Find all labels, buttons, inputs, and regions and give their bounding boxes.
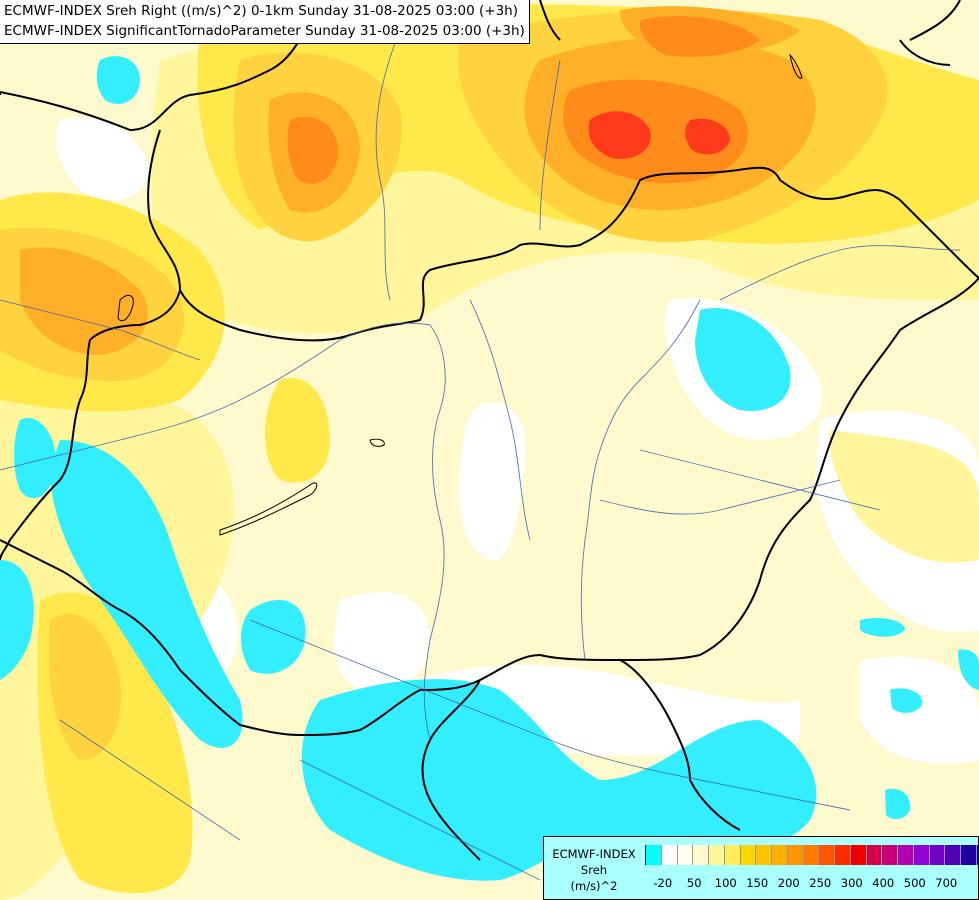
legend-swatch [709,845,725,865]
legend-swatch [835,845,851,865]
white-zone-northwest [56,117,150,201]
red-zones [588,111,730,159]
legend-ticks: -20 50 100 150 200 250 300 400 500 700 [645,876,975,890]
cyan-east-edge [958,649,979,690]
legend-swatch [677,845,694,865]
cyan-northwest [96,56,140,104]
legend-tick-label: 200 [777,876,800,890]
country-borders [0,0,979,861]
legend-swatch [961,845,977,865]
border-north [0,19,979,342]
legend-swatch [882,845,898,865]
river-north-1 [375,29,401,301]
white-zone-bottom-right [860,656,979,764]
river-center-2 [599,479,841,515]
river-tisza [580,299,701,661]
cyan-west-blob [14,418,56,499]
yellow-center-finger [265,378,330,483]
lake-balaton [219,482,318,536]
legend-tick-label: 400 [872,876,895,890]
lakes [117,53,803,536]
title-line-1: ECMWF-INDEX Sreh Right ((m/s)^2) 0-1km S… [4,3,518,19]
legend-swatch [819,845,835,865]
title-line-2: ECMWF-INDEX SignificantTornadoParameter … [4,23,525,39]
legend-swatches [645,845,979,865]
color-legend: ECMWF-INDEX Sreh (m/s)^2 -20 50 100 150 200 2… [543,836,979,900]
legend-title: ECMWF-INDEX [552,847,636,861]
gold-southwest [48,613,121,760]
border-northwest [0,0,961,95]
cyan-west-strip [0,560,34,680]
legend-tick-label: -20 [653,876,673,890]
cyan-zones [0,56,979,881]
cyan-south [301,679,817,881]
legend-tick-label: 300 [840,876,863,890]
legend-swatch [803,845,820,865]
legend-swatch [850,845,867,865]
cyan-southeast [885,788,911,820]
legend-swatch [945,845,961,865]
legend-swatch [646,845,662,865]
red-core-1 [588,111,651,159]
legend-swatch [913,845,930,865]
map-title: ECMWF-INDEX Sreh Right ((m/s)^2) 0-1km S… [0,0,530,44]
legend-tick-label: 50 [686,876,702,890]
legend-swatch [772,845,788,865]
legend-tick-label: 500 [903,876,926,890]
river-south-1 [249,619,851,811]
lightyellow-east [829,430,979,563]
river-danube [0,322,446,741]
rivers [0,29,961,881]
river-center-1 [469,299,531,541]
river-west-1 [0,299,201,361]
cyan-center [241,600,306,674]
river-east-1 [719,245,961,301]
legend-tick-label: 250 [809,876,832,890]
legend-swatch [756,845,772,865]
legend-swatch [976,845,979,865]
legend-swatch [929,845,946,865]
cyan-southwest [50,440,243,748]
legend-tick-label: 700 [935,876,958,890]
cyan-east [695,308,791,411]
cyan-east-small [890,688,923,713]
legend-swatch [898,845,914,865]
legend-swatch [740,845,757,865]
border-south [0,539,481,737]
cyan-east-small-2 [860,618,905,637]
legend-swatch [693,845,709,865]
legend-units: (m/s)^2 [570,879,618,893]
legend-swatch [724,845,741,865]
legend-tick-label: 150 [746,876,769,890]
legend-tick-label: 100 [714,876,737,890]
darkorange-zones [287,16,760,184]
lake-small-1 [369,438,385,447]
white-zone-south [334,592,430,690]
red-core-2 [685,118,730,155]
legend-swatch [787,845,804,865]
river-east-2 [639,449,881,511]
lake-small-3 [117,294,134,322]
white-zone-center [459,402,526,560]
border-west [0,289,181,561]
river-west-2 [59,719,241,841]
lake-small-2 [789,53,803,79]
river-south-2 [299,759,541,881]
legend-swatch [661,845,678,865]
legend-variable: Sreh [580,863,608,877]
legend-swatch [866,845,883,865]
border-southeast [421,659,741,861]
darkorange-top [639,16,760,57]
darkorange-northeast [563,79,748,184]
darkorange-north [287,116,339,184]
border-east [479,277,979,681]
river-north-2 [539,59,561,231]
